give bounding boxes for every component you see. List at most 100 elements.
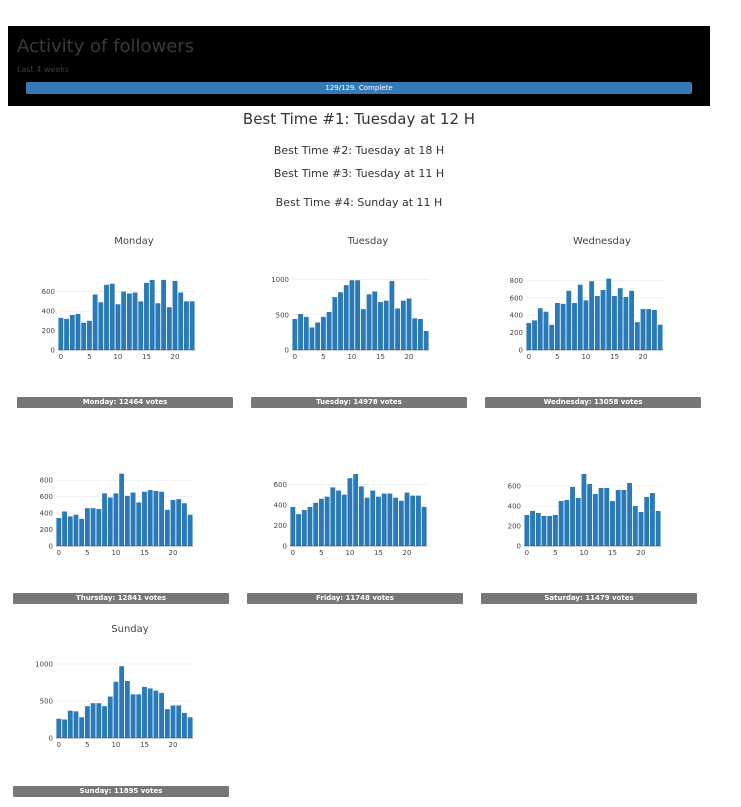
page-title: Activity of followers bbox=[17, 36, 195, 57]
y-tick-label: 400 bbox=[510, 312, 523, 320]
x-tick-label: 20 bbox=[403, 549, 412, 557]
bar bbox=[166, 307, 172, 350]
bar bbox=[378, 302, 383, 350]
x-tick-label: 10 bbox=[579, 549, 588, 557]
bar bbox=[98, 302, 104, 350]
y-tick-label: 0 bbox=[49, 543, 53, 551]
bar bbox=[121, 291, 127, 350]
bar bbox=[554, 302, 560, 350]
x-tick-label: 10 bbox=[347, 353, 356, 361]
bar bbox=[303, 316, 309, 350]
bar bbox=[338, 292, 343, 350]
y-tick-label: 500 bbox=[276, 311, 289, 319]
votes-saturday: Saturday: 11479 votes bbox=[481, 593, 697, 604]
bar bbox=[170, 499, 176, 546]
x-tick-label: 15 bbox=[376, 353, 385, 361]
best-time-1: Best Time #1: Tuesday at 12 H bbox=[242, 110, 476, 128]
bar bbox=[606, 278, 612, 350]
chart-monday: 0 200 400 600 0 5 10 15 20 bbox=[42, 279, 195, 361]
bar bbox=[92, 294, 98, 350]
bar bbox=[547, 516, 553, 546]
bar bbox=[587, 484, 593, 546]
bar bbox=[343, 285, 349, 350]
bar bbox=[398, 500, 404, 546]
bar bbox=[170, 705, 176, 738]
bar bbox=[176, 705, 182, 738]
bar bbox=[581, 474, 587, 546]
bar bbox=[115, 304, 121, 350]
x-tick-label: 10 bbox=[111, 741, 120, 749]
bar bbox=[541, 516, 547, 546]
bar bbox=[341, 494, 347, 546]
bar bbox=[537, 308, 543, 350]
y-tick-label: 400 bbox=[40, 510, 53, 518]
bar bbox=[650, 493, 655, 546]
bar bbox=[572, 302, 577, 350]
bar bbox=[102, 493, 107, 546]
best-time-4: Best Time #4: Sunday at 11 H bbox=[275, 196, 443, 209]
bar bbox=[652, 309, 657, 350]
y-tick-label: 500 bbox=[40, 698, 53, 706]
bar bbox=[598, 488, 604, 546]
x-tick-label: 15 bbox=[608, 549, 617, 557]
votes-thursday: Thursday: 12841 votes bbox=[13, 593, 229, 604]
bar bbox=[96, 509, 102, 546]
x-tick-label: 20 bbox=[405, 353, 414, 361]
progress-label: 129/129. Complete bbox=[325, 84, 393, 92]
bar bbox=[184, 301, 189, 350]
y-tick-label: 200 bbox=[510, 329, 523, 337]
bar bbox=[307, 506, 313, 546]
bar bbox=[621, 490, 627, 546]
bar bbox=[532, 320, 537, 350]
bar bbox=[549, 324, 555, 350]
y-tick-label: 600 bbox=[42, 288, 55, 296]
y-tick-label: 200 bbox=[508, 523, 521, 531]
x-tick-label: 5 bbox=[85, 741, 89, 749]
progress-fill bbox=[26, 82, 692, 94]
x-tick-label: 20 bbox=[171, 353, 180, 361]
bar bbox=[161, 279, 167, 350]
bar bbox=[182, 712, 187, 738]
bar bbox=[416, 495, 421, 546]
bar bbox=[290, 506, 296, 546]
chart-title-sunday: Sunday bbox=[111, 624, 149, 635]
y-tick-label: 0 bbox=[283, 543, 287, 551]
x-tick-label: 20 bbox=[637, 549, 646, 557]
bar bbox=[604, 488, 610, 546]
bar bbox=[147, 490, 153, 546]
y-tick-label: 600 bbox=[274, 481, 287, 489]
y-tick-label: 600 bbox=[40, 493, 53, 501]
bar bbox=[69, 314, 75, 350]
x-tick-label: 5 bbox=[85, 549, 89, 557]
bar bbox=[577, 284, 583, 350]
bar bbox=[589, 281, 595, 350]
chart-thursday: 0 200 400 600 800 0 5 10 15 20 bbox=[40, 473, 193, 557]
y-tick-label: 1000 bbox=[35, 661, 53, 669]
bar bbox=[564, 500, 570, 546]
bar bbox=[62, 511, 67, 546]
bar bbox=[381, 493, 387, 546]
bar bbox=[147, 688, 153, 738]
bar bbox=[406, 298, 412, 350]
bar bbox=[86, 320, 92, 350]
bar bbox=[575, 498, 581, 546]
bar bbox=[113, 681, 119, 738]
bar bbox=[326, 311, 332, 350]
chart-title-tuesday: Tuesday bbox=[347, 236, 389, 247]
y-tick-label: 800 bbox=[510, 277, 523, 285]
x-tick-label: 15 bbox=[140, 549, 149, 557]
x-tick-label: 0 bbox=[525, 549, 529, 557]
bar bbox=[142, 491, 147, 546]
y-tick-label: 400 bbox=[508, 503, 521, 511]
x-tick-label: 20 bbox=[639, 353, 648, 361]
votes-monday: Monday: 12464 votes bbox=[17, 397, 233, 408]
bar bbox=[324, 496, 330, 546]
bar bbox=[119, 666, 125, 738]
bar bbox=[84, 706, 90, 738]
bar bbox=[136, 694, 142, 738]
bar bbox=[623, 296, 629, 350]
x-tick-label: 20 bbox=[169, 549, 178, 557]
x-tick-label: 10 bbox=[113, 353, 122, 361]
bar bbox=[124, 681, 130, 738]
bar bbox=[176, 499, 182, 546]
